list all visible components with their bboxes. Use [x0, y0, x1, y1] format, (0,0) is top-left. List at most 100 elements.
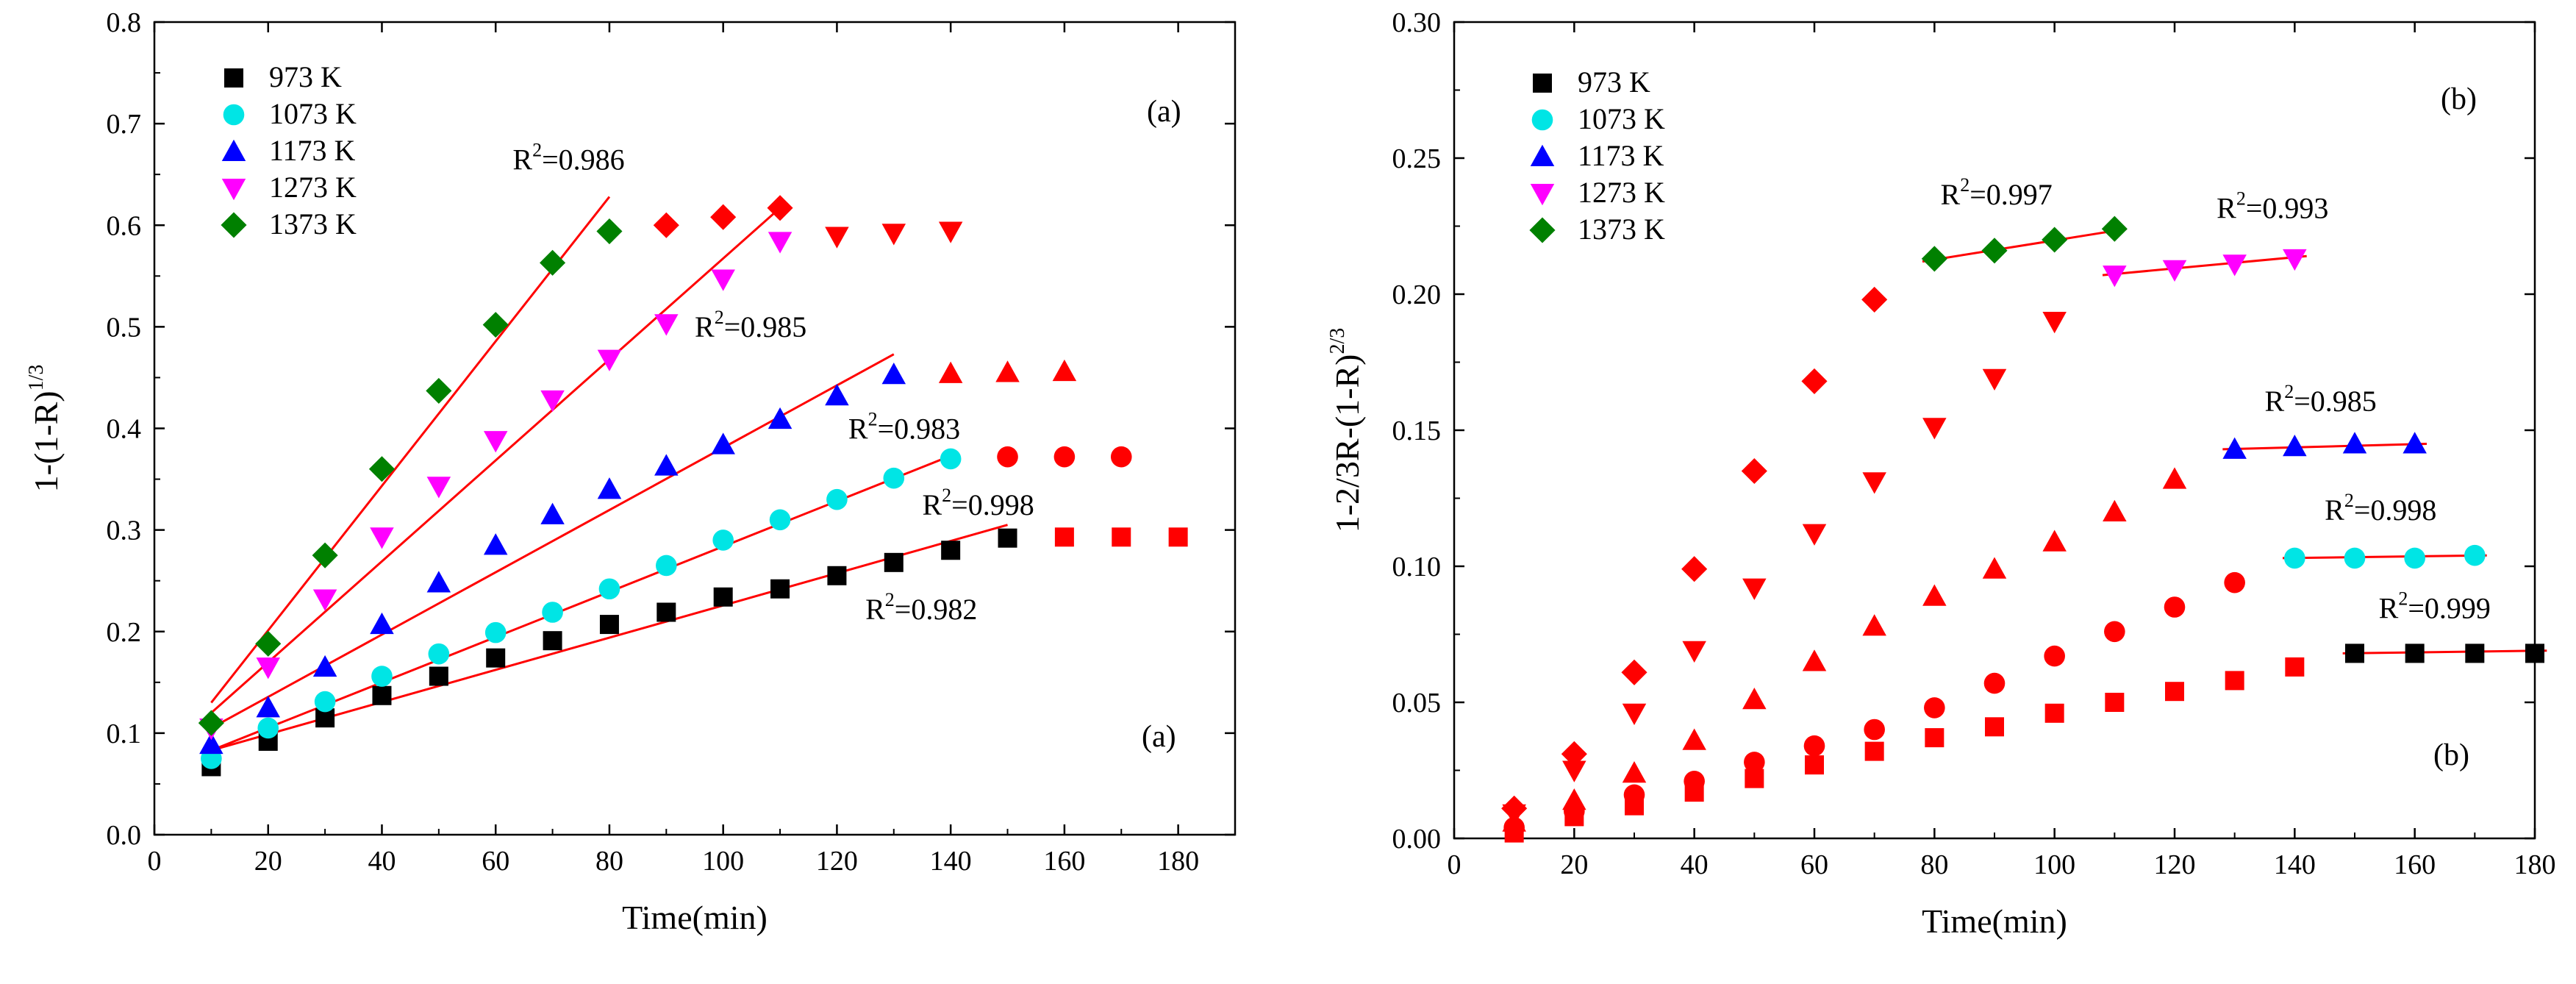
data-point-red	[2225, 671, 2244, 691]
data-point	[368, 456, 396, 482]
r-squared-value: =0.998	[951, 488, 1034, 521]
r-squared-value: =0.982	[895, 593, 978, 626]
x-tick-label: 0	[1448, 849, 1461, 880]
fit-line	[210, 196, 611, 704]
r-squared-superscript: 2	[715, 307, 724, 328]
data-point	[482, 312, 509, 338]
data-point	[256, 657, 280, 680]
y-tick-label: 0.4	[107, 414, 142, 445]
data-point-red	[1802, 649, 1827, 671]
y-tick-label: 0.7	[107, 109, 142, 140]
data-point	[1981, 238, 2008, 264]
data-point	[2162, 260, 2187, 282]
y-tick-label: 0.1	[107, 719, 142, 749]
data-point-red	[997, 446, 1018, 468]
y-axis-title: 1-(1-R)1/3	[25, 365, 65, 493]
data-point-red	[938, 221, 963, 243]
data-point-red	[1623, 784, 1645, 806]
data-point	[656, 555, 677, 577]
data-point-red	[2162, 467, 2187, 489]
data-point	[543, 631, 562, 651]
r-squared-label: R2=0.997	[1941, 174, 2053, 211]
x-tick-label: 100	[702, 846, 744, 877]
data-point	[998, 528, 1017, 548]
fit-line	[210, 207, 781, 714]
data-point-red	[1744, 752, 1765, 773]
x-tick-label: 120	[2154, 849, 2196, 880]
x-tick-label: 40	[1681, 849, 1709, 880]
data-point	[2103, 265, 2127, 288]
x-tick-label: 100	[2033, 849, 2075, 880]
data-point-red	[1925, 728, 1944, 748]
data-point	[312, 542, 338, 568]
data-point	[542, 602, 563, 623]
legend-label: 1173 K	[269, 134, 356, 167]
data-point	[654, 454, 679, 476]
data-point-red	[1622, 760, 1647, 783]
data-point	[711, 269, 735, 291]
data-point	[826, 488, 848, 510]
data-point	[483, 533, 508, 555]
y-axis-title-base: 1-2/3R-(1-R)	[1328, 354, 1366, 533]
data-point-red	[1681, 556, 1708, 582]
x-tick-label: 160	[1043, 846, 1085, 877]
fit-line	[1922, 227, 2127, 263]
data-point-red	[1741, 457, 1767, 485]
r-squared-symbol: R	[2265, 385, 2285, 418]
legend-marker	[1533, 74, 1552, 93]
data-point-red	[1864, 741, 1884, 761]
r-squared-label: R2=0.982	[865, 589, 977, 626]
r-squared-value: =0.998	[2354, 493, 2437, 527]
data-point	[256, 696, 280, 718]
legend-label: 973 K	[269, 60, 342, 93]
legend-label: 1273 K	[1578, 176, 1665, 209]
data-point-red	[1052, 359, 1077, 382]
data-point	[2283, 434, 2307, 457]
data-point	[598, 578, 620, 600]
r-squared-label: R2=0.993	[2217, 188, 2328, 224]
y-tick-label: 0.20	[1392, 279, 1442, 310]
data-point-red	[1742, 688, 1767, 710]
data-point	[198, 710, 224, 736]
legend-marker	[1530, 144, 1555, 166]
r-squared-label: R2=0.985	[695, 307, 806, 343]
data-point	[2344, 547, 2366, 569]
legend-marker	[223, 104, 245, 126]
data-point-red	[653, 212, 679, 238]
data-point-red	[1112, 527, 1131, 547]
data-point	[883, 467, 905, 489]
legend-label: 1273 K	[269, 171, 357, 204]
data-point	[540, 249, 566, 276]
data-point	[881, 363, 906, 385]
data-point-red	[1982, 557, 2007, 579]
data-point	[426, 377, 452, 404]
r-squared-symbol: R	[922, 488, 942, 521]
data-point	[484, 621, 507, 643]
x-tick-label: 60	[482, 846, 509, 877]
fit-line	[2282, 554, 2487, 560]
data-point-red	[1982, 368, 2007, 391]
data-point	[596, 218, 623, 245]
r-squared-symbol: R	[848, 412, 868, 445]
x-axis-title: Time(min)	[1922, 902, 2067, 940]
x-tick-label: 180	[2514, 849, 2556, 880]
data-point	[654, 314, 679, 336]
y-tick-label: 0.30	[1392, 7, 1442, 38]
data-point-red	[767, 195, 793, 221]
x-tick-label: 60	[1800, 849, 1828, 880]
data-point	[884, 552, 904, 572]
data-point-red	[2044, 703, 2064, 723]
data-point	[770, 579, 790, 599]
r-squared-symbol: R	[2379, 591, 2399, 624]
data-point-red	[1501, 795, 1528, 821]
y-tick-label: 0.10	[1392, 552, 1442, 582]
data-point-red	[1922, 418, 1947, 440]
data-point-red	[1802, 524, 1827, 546]
r-squared-symbol: R	[2325, 493, 2344, 527]
legend-marker	[1529, 217, 1556, 243]
data-point	[712, 530, 734, 551]
data-point-red	[2044, 645, 2065, 667]
data-point	[2525, 643, 2544, 663]
x-tick-label: 20	[254, 846, 282, 877]
fit-line	[2222, 443, 2427, 451]
